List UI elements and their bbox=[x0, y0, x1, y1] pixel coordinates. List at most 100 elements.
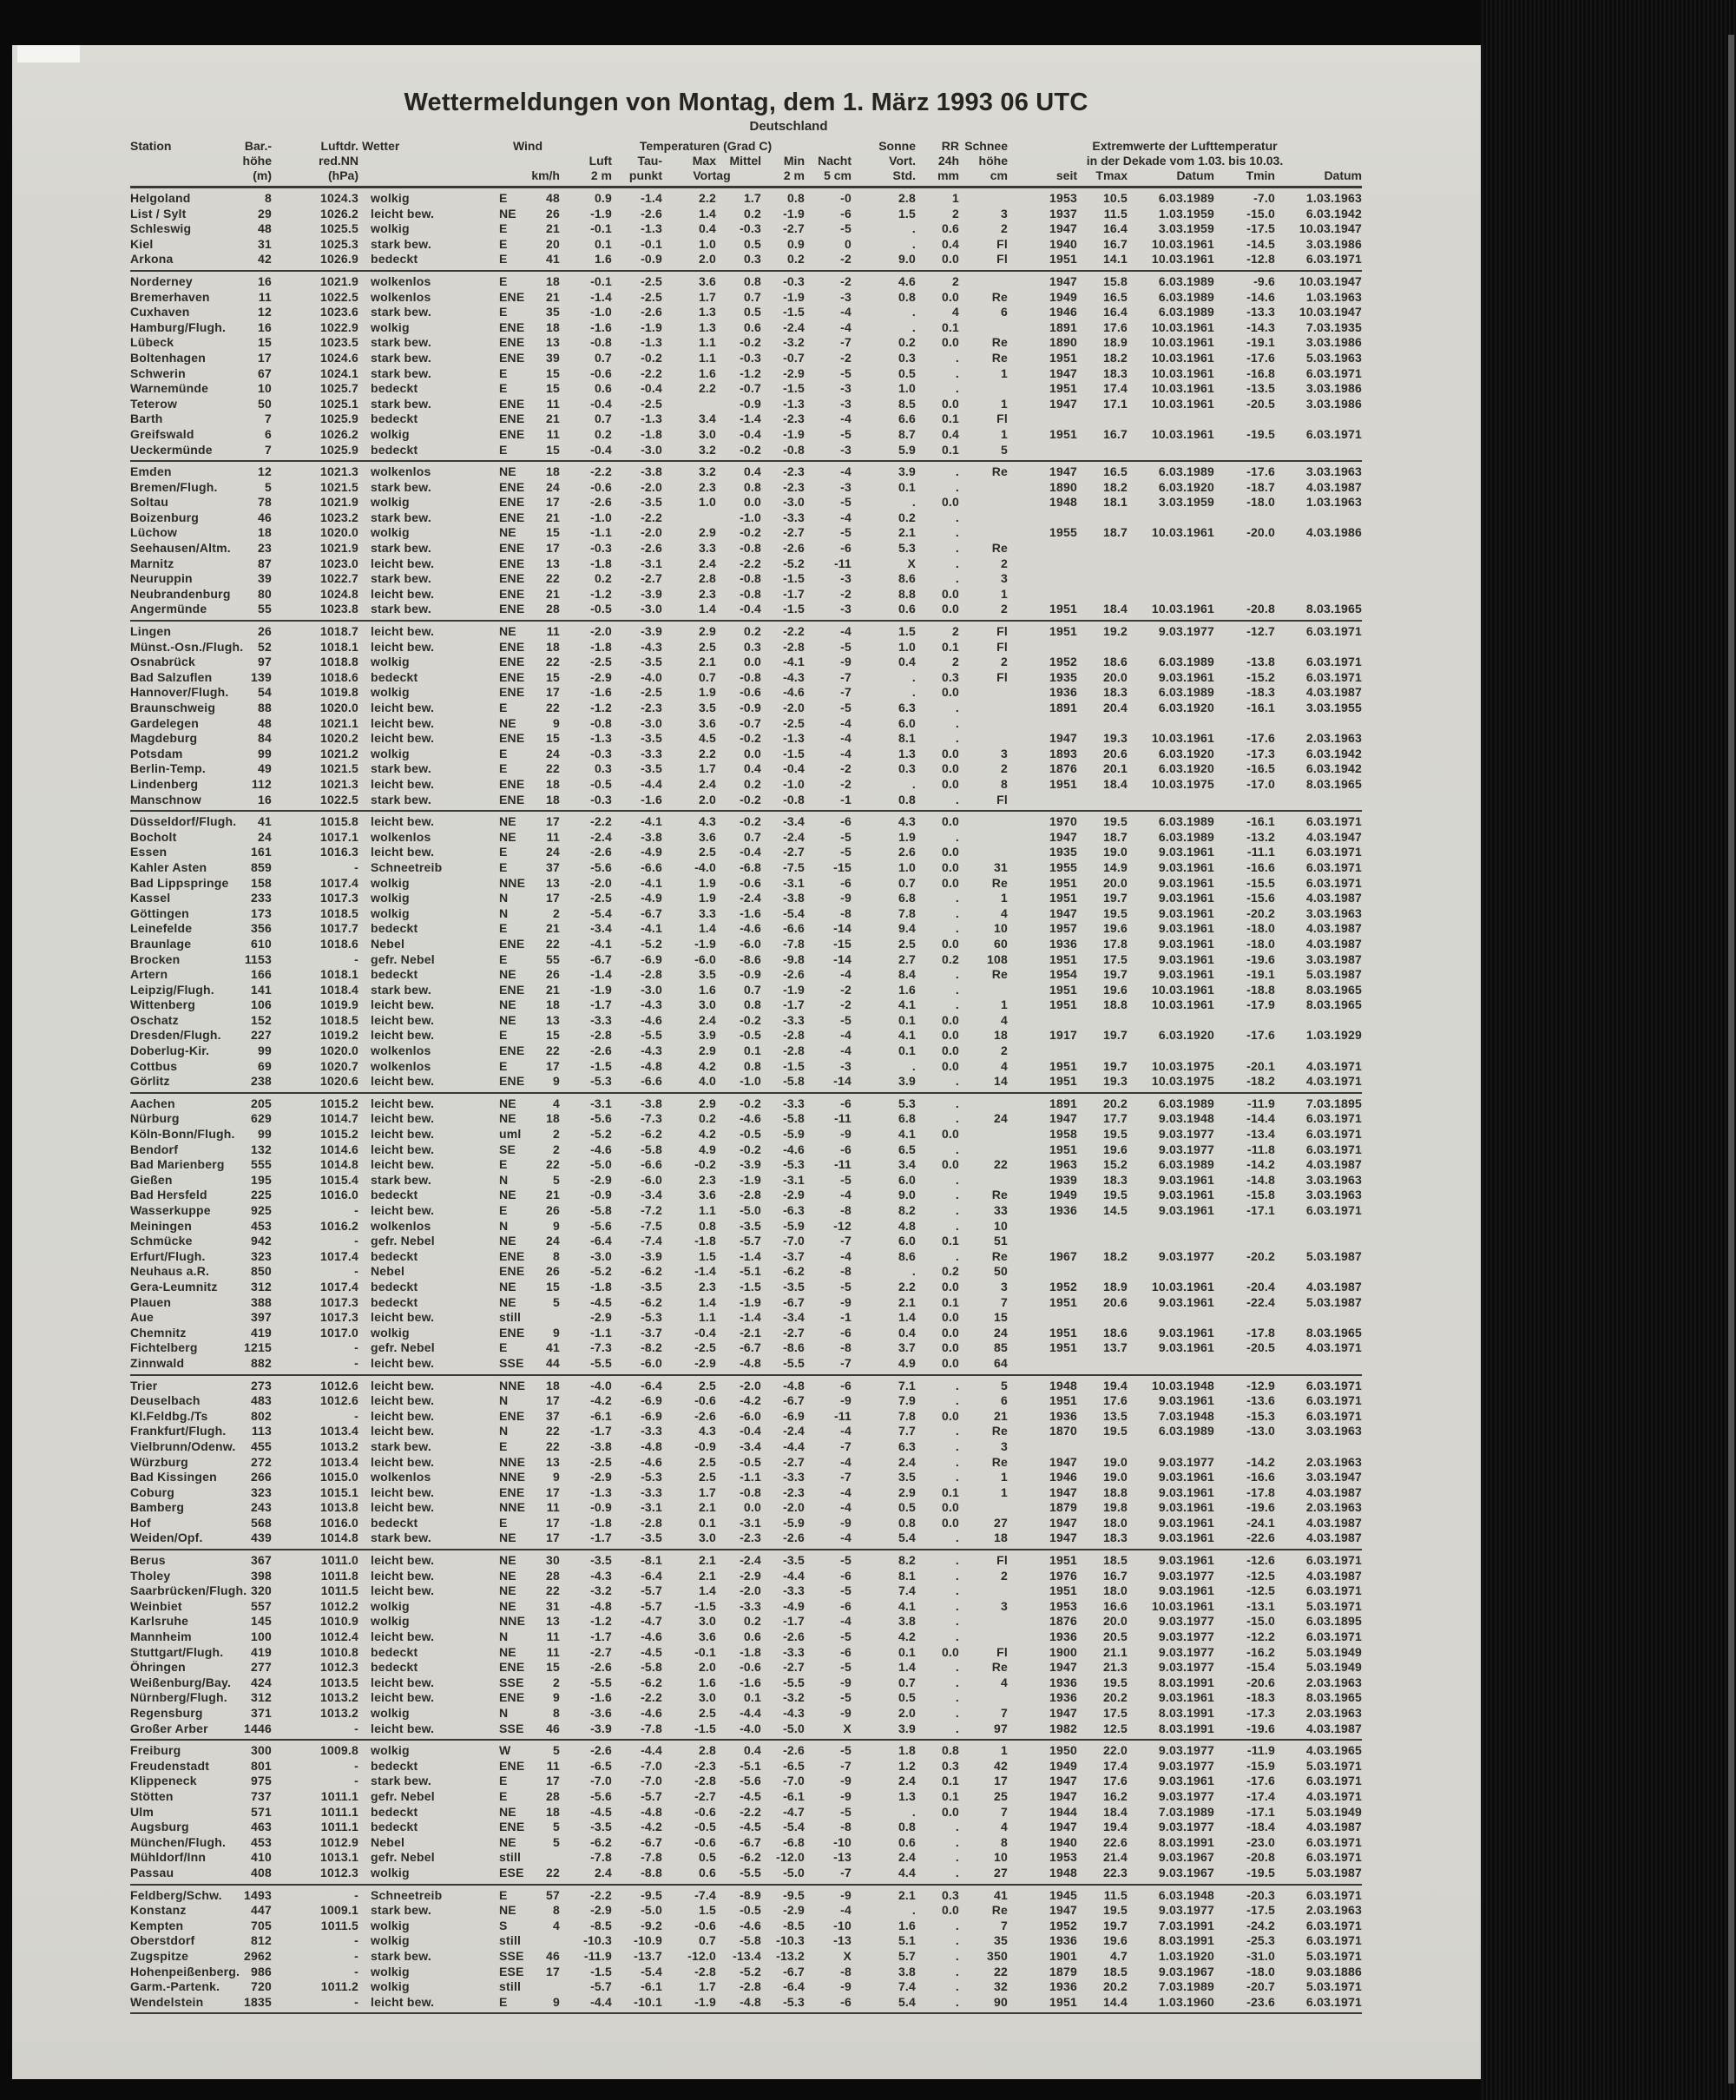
cell-bar_hoehe_m: 205 bbox=[251, 1096, 272, 1110]
cell-temp_luft_2m: -5.6 bbox=[590, 1788, 612, 1803]
column-header: Wetter bbox=[362, 139, 400, 153]
cell-tmax: 16.5 bbox=[1102, 464, 1128, 479]
cell-tmin: -20.8 bbox=[1246, 1850, 1275, 1865]
cell-tmax bbox=[1077, 1356, 1128, 1372]
cell-mittel_vortag: -4.4 bbox=[740, 1706, 761, 1720]
cell-tmax: 22.6 bbox=[1102, 1834, 1128, 1849]
cell-wetter: wolkig bbox=[371, 875, 410, 890]
table-row: Konstanz 447 1009.1 stark bew. NE 8 -2.9 -5.0 1.… bbox=[130, 1903, 1362, 1919]
cell-temp_luft_2m: -4.0 bbox=[590, 1378, 612, 1392]
cell-min_vortag: -2.8 bbox=[783, 639, 805, 654]
cell-max_vortag: 2.2 bbox=[698, 746, 716, 760]
cell-schneehoehe_cm bbox=[959, 1614, 1008, 1629]
cell-mittel_vortag: -1.5 bbox=[740, 1279, 761, 1294]
cell-wind_richtung: N bbox=[499, 905, 509, 920]
cell-extrem_seit: 1947 bbox=[1049, 221, 1077, 236]
cell-wind_richtung: E bbox=[499, 236, 508, 251]
cell-sonne_vortag_std: 6.0 bbox=[898, 1234, 916, 1248]
cell-wind_richtung: E bbox=[499, 701, 508, 714]
cell-schneehoehe_cm: 14 bbox=[994, 1074, 1008, 1089]
cell-wind_kmh: 24 bbox=[546, 1234, 560, 1248]
cell-luftdruck_red_nn_hpa: 1021.1 bbox=[319, 715, 358, 730]
cell-rr_24h_mm: 0.0 bbox=[941, 859, 959, 874]
cell-sonne_vortag_std: . bbox=[911, 495, 916, 510]
cell-max_vortag: -0.6 bbox=[694, 1918, 716, 1932]
cell-rr_24h_mm: 2 bbox=[952, 624, 959, 639]
table-row: Lingen 26 1018.7 leicht bew. NE 11 -2.0 -3.9 2.9… bbox=[130, 624, 1362, 640]
cell-bar_hoehe_m: 986 bbox=[251, 1964, 272, 1978]
cell-mittel_vortag: -4.6 bbox=[740, 1918, 761, 1932]
column-header: Datum bbox=[1176, 168, 1214, 182]
cell-sonne_vortag_std: 0.8 bbox=[898, 289, 916, 304]
cell-min_vortag: -5.8 bbox=[783, 1111, 805, 1126]
cell-nacht_5cm: -8 bbox=[840, 905, 852, 920]
cell-tmin_datum: 8.03.1965 bbox=[1305, 982, 1362, 997]
cell-wetter: wolkig bbox=[371, 191, 410, 205]
cell-tmax_datum: 10.03.1961 bbox=[1151, 997, 1214, 1012]
cell-station: Kempten bbox=[130, 1918, 184, 1932]
cell-tmin: -12.7 bbox=[1246, 624, 1275, 639]
cell-tmin_datum: 6.03.1971 bbox=[1305, 365, 1362, 380]
column-header: Tmax bbox=[1095, 168, 1128, 182]
cell-taupunkt: -3.0 bbox=[641, 715, 662, 730]
cell-tmin: -17.6 bbox=[1246, 350, 1275, 365]
cell-wind_richtung: ENE bbox=[499, 479, 525, 494]
cell-tmin: -15.8 bbox=[1246, 1188, 1275, 1202]
cell-bar_hoehe_m: 1153 bbox=[244, 951, 272, 966]
table-row: Freudenstadt 801- bedeckt ENE 11 -6.5 -7.0 -2.3… bbox=[130, 1759, 1362, 1774]
cell-tmin: -17.6 bbox=[1246, 1774, 1275, 1788]
cell-mittel_vortag: -0.2 bbox=[740, 792, 761, 806]
cell-tmin_datum: 5.03.1987 bbox=[1305, 967, 1362, 982]
cell-luftdruck_red_nn_hpa: 1017.0 bbox=[319, 1325, 358, 1340]
cell-wind_kmh: 24 bbox=[546, 479, 560, 494]
cell-taupunkt: -4.1 bbox=[641, 875, 662, 890]
cell-rr_24h_mm: 2 bbox=[952, 206, 959, 221]
cell-min_vortag: -0.3 bbox=[783, 273, 805, 288]
cell-extrem_seit: 1951 bbox=[1049, 1074, 1077, 1089]
cell-rr_24h_mm: 0.0 bbox=[941, 1058, 959, 1073]
cell-bar_hoehe_m: 26 bbox=[258, 624, 272, 639]
cell-nacht_5cm: -4 bbox=[840, 305, 852, 319]
cell-sonne_vortag_std: 4.1 bbox=[898, 1598, 916, 1613]
cell-max_vortag: 2.5 bbox=[698, 1454, 716, 1469]
cell-schneehoehe_cm: 5 bbox=[1001, 1378, 1008, 1392]
cell-mittel_vortag: -8.6 bbox=[740, 951, 761, 966]
cell-bar_hoehe_m: 112 bbox=[251, 776, 272, 791]
cell-luftdruck_red_nn_hpa: 1016.0 bbox=[319, 1188, 358, 1202]
cell-nacht_5cm: -5 bbox=[840, 1660, 852, 1675]
cell-extrem_seit: 1876 bbox=[1049, 761, 1077, 776]
cell-taupunkt: -1.8 bbox=[641, 426, 662, 441]
cell-tmin: -18.0 bbox=[1246, 921, 1275, 936]
cell-luftdruck_red_nn_hpa: 1026.2 bbox=[319, 206, 358, 221]
cell-min_vortag: -5.5 bbox=[783, 1675, 805, 1689]
cell-tmax: 4.7 bbox=[1109, 1948, 1128, 1963]
cell-sonne_vortag_std: 6.8 bbox=[898, 1111, 916, 1126]
cell-temp_luft_2m: -2.2 bbox=[590, 1887, 612, 1902]
cell-min_vortag: -4.4 bbox=[783, 1568, 805, 1583]
cell-taupunkt: -1.3 bbox=[641, 411, 662, 426]
cell-wind_kmh: 11 bbox=[546, 1644, 560, 1659]
cell-max_vortag: -0.6 bbox=[694, 1393, 716, 1408]
cell-wind_kmh: 21 bbox=[546, 982, 560, 997]
cell-rr_24h_mm: 0.0 bbox=[941, 1903, 959, 1918]
cell-temp_luft_2m: -2.6 bbox=[590, 495, 612, 510]
cell-station: Hamburg/Flugh. bbox=[130, 319, 227, 334]
table-row: Arkona 42 1026.9 bedeckt E 41 1.6 -0.9 2.0 0.3 0.2… bbox=[130, 252, 1362, 267]
cell-station: Bad Kissingen bbox=[130, 1470, 217, 1484]
cell-nacht_5cm: -5 bbox=[840, 1172, 852, 1187]
cell-sonne_vortag_std: 1.4 bbox=[898, 1660, 916, 1675]
cell-schneehoehe_cm: 64 bbox=[994, 1355, 1008, 1370]
cell-schneehoehe_cm bbox=[959, 381, 1008, 397]
station-group: Aachen 205 1015.2 leicht bew. NE 4 -3.1 -3.8 2.9… bbox=[130, 1094, 1362, 1376]
cell-bar_hoehe_m: 41 bbox=[258, 814, 272, 829]
cell-luftdruck_red_nn_hpa: 1011.2 bbox=[320, 1979, 358, 1994]
cell-wind_kmh: 5 bbox=[553, 1834, 560, 1849]
cell-wetter: stark bew. bbox=[371, 479, 431, 494]
cell-taupunkt: -1.9 bbox=[641, 319, 662, 334]
cell-min_vortag: -0.7 bbox=[783, 350, 805, 365]
table-row: Bremerhaven 11 1022.5 wolkenlos ENE 21 -1.4 -2.… bbox=[130, 290, 1362, 306]
cell-temp_luft_2m: 0.7 bbox=[594, 350, 612, 365]
table-row: Lübeck 15 1023.5 stark bew. ENE 13 -0.8 -1.3 1.1… bbox=[130, 335, 1362, 351]
cell-schneehoehe_cm: 25 bbox=[994, 1788, 1008, 1803]
table-row: Magdeburg 84 1020.2 leicht bew. ENE 15 -1.3 -3.… bbox=[130, 731, 1362, 747]
